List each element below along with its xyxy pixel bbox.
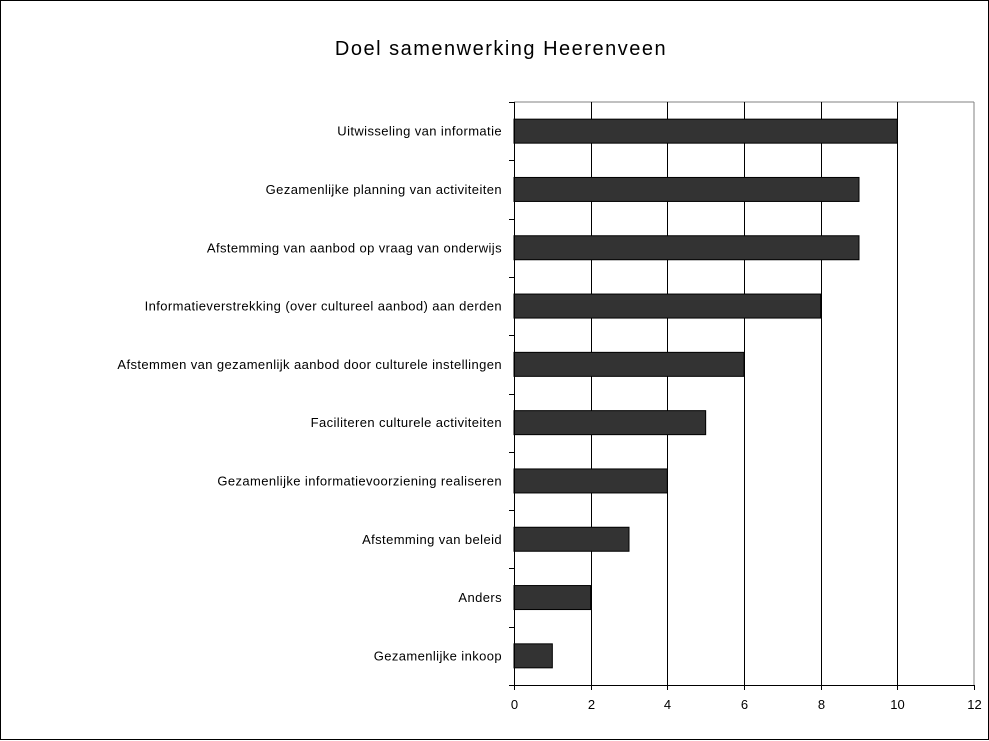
category-label-0: Uitwisseling van informatie (337, 124, 502, 139)
category-label-7: Afstemming van beleid (362, 532, 502, 547)
category-label-1: Gezamenlijke planning van activiteiten (266, 182, 502, 197)
bar-9 (513, 643, 553, 669)
bar-3 (513, 293, 822, 319)
bar-6 (513, 468, 668, 494)
bar-8 (513, 585, 592, 611)
x-tick-label-8: 8 (818, 697, 825, 712)
bar-0 (513, 118, 898, 144)
x-tick-label-12: 12 (967, 697, 981, 712)
x-tick-label-0: 0 (511, 697, 518, 712)
x-tick-label-6: 6 (741, 697, 748, 712)
category-label-2: Afstemming van aanbod op vraag van onder… (207, 240, 502, 255)
bar-2 (513, 235, 860, 261)
chart-title: Doel samenwerking Heerenveen (335, 38, 667, 60)
category-label-8: Anders (458, 590, 502, 605)
category-label-4: Afstemmen van gezamenlijk aanbod door cu… (117, 357, 502, 372)
x-tick-label-4: 4 (664, 697, 671, 712)
bar-5 (513, 410, 707, 436)
plot-area: 0 2 4 6 8 10 12 Uitwisseling van informatie Geza… (117, 101, 982, 712)
bar-4 (513, 351, 745, 377)
category-label-5: Faciliteren culturele activiteiten (311, 415, 502, 430)
category-label-3: Informatieverstrekking (over cultureel a… (145, 299, 502, 314)
bar-7 (513, 526, 630, 552)
category-label-9: Gezamenlijke inkoop (374, 648, 502, 663)
x-tick-label-10: 10 (890, 697, 904, 712)
x-tick-label-2: 2 (588, 697, 595, 712)
bar-1 (513, 176, 860, 202)
category-label-6: Gezamenlijke informatievoorziening reali… (217, 473, 502, 488)
